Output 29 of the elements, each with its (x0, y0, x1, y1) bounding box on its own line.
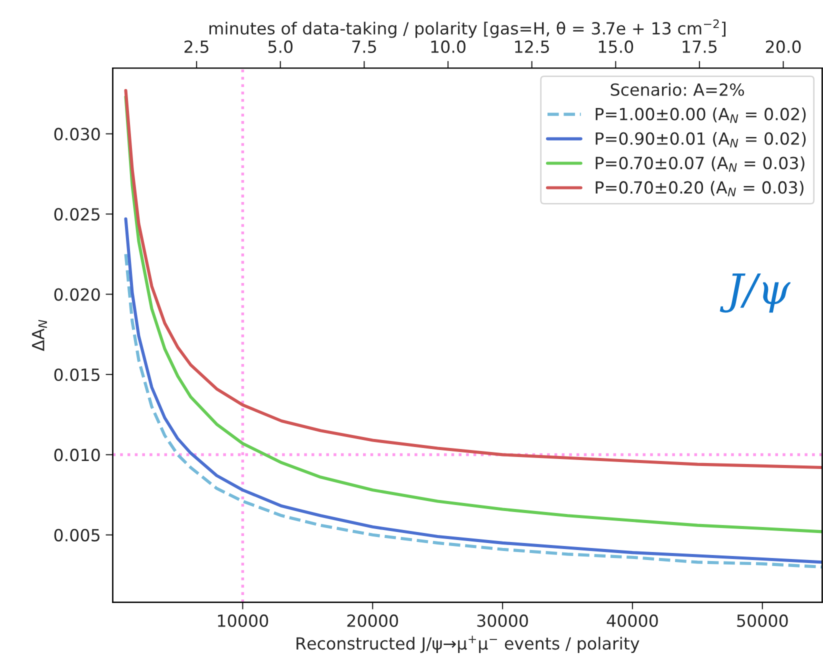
legend-label: P=0.70±0.20 (A$_{N}$ = 0.03) (596, 180, 804, 196)
x2-tick-label: 7.5 (352, 40, 376, 53)
y-tick-label: 0.005 (54, 528, 100, 542)
legend-label: P=0.70±0.07 (A$_{N}$ = 0.03) (596, 156, 804, 172)
line-series (124, 95, 822, 534)
y-tick-label: 0.025 (54, 208, 100, 221)
x-tick-label: 20000 (347, 614, 398, 628)
annotation: J/ψ (720, 274, 791, 313)
x2-axis-title: minutes of data-taking / polarity [gas=H, θ = 3.7e + 13 cm$^{−2}$] (209, 19, 726, 38)
x-axis-title: Reconstructed J/ψ→μ$^{+}$μ$^{−}$ events / polarity (296, 636, 640, 653)
x2-tick-label: 15.0 (598, 40, 634, 53)
x2-tick-label: 5.0 (268, 40, 293, 53)
y-tick-label: 0.020 (54, 288, 100, 301)
legend-title: Scenario: A=2% (610, 83, 744, 96)
y-tick-label: 0.015 (54, 368, 100, 382)
x-tick-label: 10000 (218, 614, 268, 628)
legend-label: P=1.00±0.00 (A$_{N}$ = 0.02) (596, 107, 806, 123)
x2-tick-label: 20.0 (766, 40, 801, 53)
y-axis-title: ΔA$_{N}$ (32, 320, 47, 352)
x2-tick-label: 12.5 (515, 40, 549, 53)
y-tick-label: 0.030 (54, 128, 100, 140)
x-tick-label: 50000 (737, 614, 788, 628)
x2-tick-label: 2.5 (184, 40, 208, 53)
y-tick-label: 0.010 (54, 448, 100, 462)
x-tick-label: 30000 (477, 614, 528, 628)
x-tick-label: 40000 (606, 614, 658, 628)
x2-tick-label: 17.5 (682, 40, 717, 53)
legend-label: P=0.90±0.01 (A$_{N}$ = 0.02) (596, 132, 806, 148)
x2-tick-label: 10.0 (431, 40, 466, 53)
